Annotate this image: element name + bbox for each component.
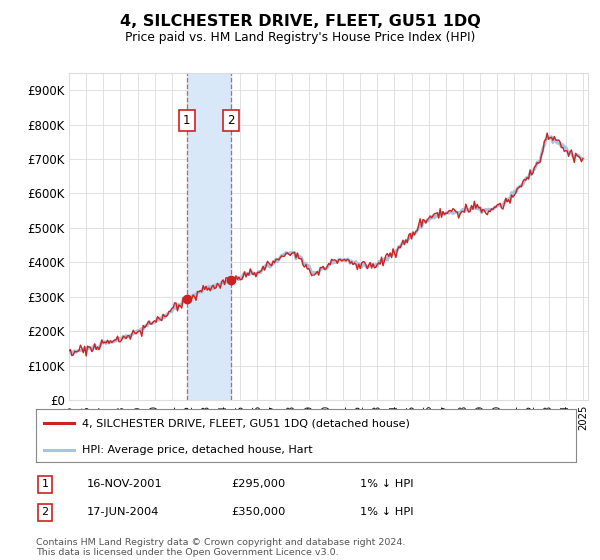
Text: Contains HM Land Registry data © Crown copyright and database right 2024.
This d: Contains HM Land Registry data © Crown c… — [36, 538, 406, 557]
Text: 4, SILCHESTER DRIVE, FLEET, GU51 1DQ (detached house): 4, SILCHESTER DRIVE, FLEET, GU51 1DQ (de… — [82, 418, 410, 428]
Text: 1% ↓ HPI: 1% ↓ HPI — [360, 479, 413, 489]
Text: 2: 2 — [227, 114, 235, 127]
Text: 16-NOV-2001: 16-NOV-2001 — [87, 479, 163, 489]
Text: 1: 1 — [41, 479, 49, 489]
Text: 1% ↓ HPI: 1% ↓ HPI — [360, 507, 413, 517]
Text: HPI: Average price, detached house, Hart: HPI: Average price, detached house, Hart — [82, 445, 313, 455]
Text: £350,000: £350,000 — [231, 507, 286, 517]
Text: 1: 1 — [183, 114, 191, 127]
Text: 17-JUN-2004: 17-JUN-2004 — [87, 507, 160, 517]
Text: 4, SILCHESTER DRIVE, FLEET, GU51 1DQ: 4, SILCHESTER DRIVE, FLEET, GU51 1DQ — [119, 14, 481, 29]
Text: 2: 2 — [41, 507, 49, 517]
Text: £295,000: £295,000 — [231, 479, 285, 489]
Bar — [187, 73, 231, 400]
Text: Price paid vs. HM Land Registry's House Price Index (HPI): Price paid vs. HM Land Registry's House … — [125, 31, 475, 44]
